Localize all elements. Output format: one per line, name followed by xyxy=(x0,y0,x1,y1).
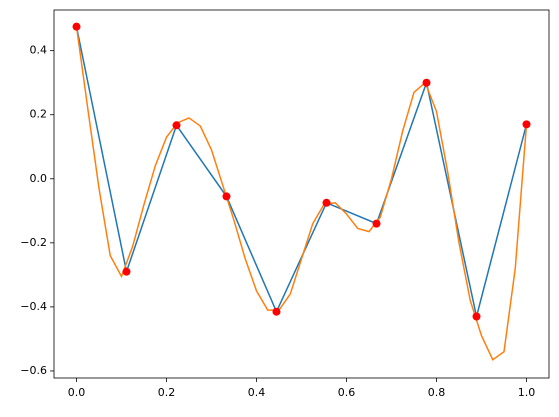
point xyxy=(522,120,531,129)
x-tick-label: 0.8 xyxy=(428,386,446,399)
x-tick-label: 0.0 xyxy=(68,386,86,399)
x-tick-label: 0.4 xyxy=(248,386,266,399)
y-tick-label: 0.2 xyxy=(30,108,48,121)
y-tick-label: −0.6 xyxy=(20,364,47,377)
point xyxy=(172,121,181,130)
point xyxy=(322,198,331,207)
point xyxy=(72,22,81,31)
plot-frame xyxy=(53,9,550,379)
point xyxy=(222,192,231,201)
line-series xyxy=(75,26,528,317)
point xyxy=(422,78,431,87)
x-tick-label: 1.0 xyxy=(518,386,536,399)
point xyxy=(122,267,131,276)
y-tick-label: −0.2 xyxy=(20,236,47,249)
line-series xyxy=(75,26,528,361)
y-tick-label: 0.0 xyxy=(30,172,48,185)
point xyxy=(272,307,281,316)
point xyxy=(472,312,481,321)
x-tick-label: 0.6 xyxy=(338,386,356,399)
y-tick-label: −0.4 xyxy=(20,300,47,313)
x-tick-label: 0.2 xyxy=(158,386,176,399)
point xyxy=(372,219,381,228)
y-tick-label: 0.4 xyxy=(30,44,48,57)
